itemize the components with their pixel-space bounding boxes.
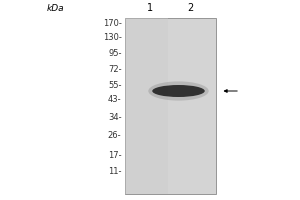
Text: 130-: 130-: [103, 32, 122, 42]
Text: 11-: 11-: [108, 168, 122, 176]
Text: 2: 2: [188, 3, 194, 13]
Text: 17-: 17-: [108, 150, 122, 160]
Text: kDa: kDa: [47, 4, 64, 13]
Text: 34-: 34-: [108, 112, 122, 121]
Text: 1: 1: [147, 3, 153, 13]
Ellipse shape: [148, 81, 209, 101]
Ellipse shape: [152, 85, 205, 97]
Text: 170-: 170-: [103, 19, 122, 27]
Text: 72-: 72-: [108, 64, 122, 73]
Text: 26-: 26-: [108, 130, 122, 140]
Text: 43-: 43-: [108, 96, 122, 104]
Text: 95-: 95-: [108, 49, 122, 58]
FancyBboxPatch shape: [124, 18, 168, 194]
Text: 55-: 55-: [108, 81, 122, 90]
FancyBboxPatch shape: [124, 18, 216, 194]
